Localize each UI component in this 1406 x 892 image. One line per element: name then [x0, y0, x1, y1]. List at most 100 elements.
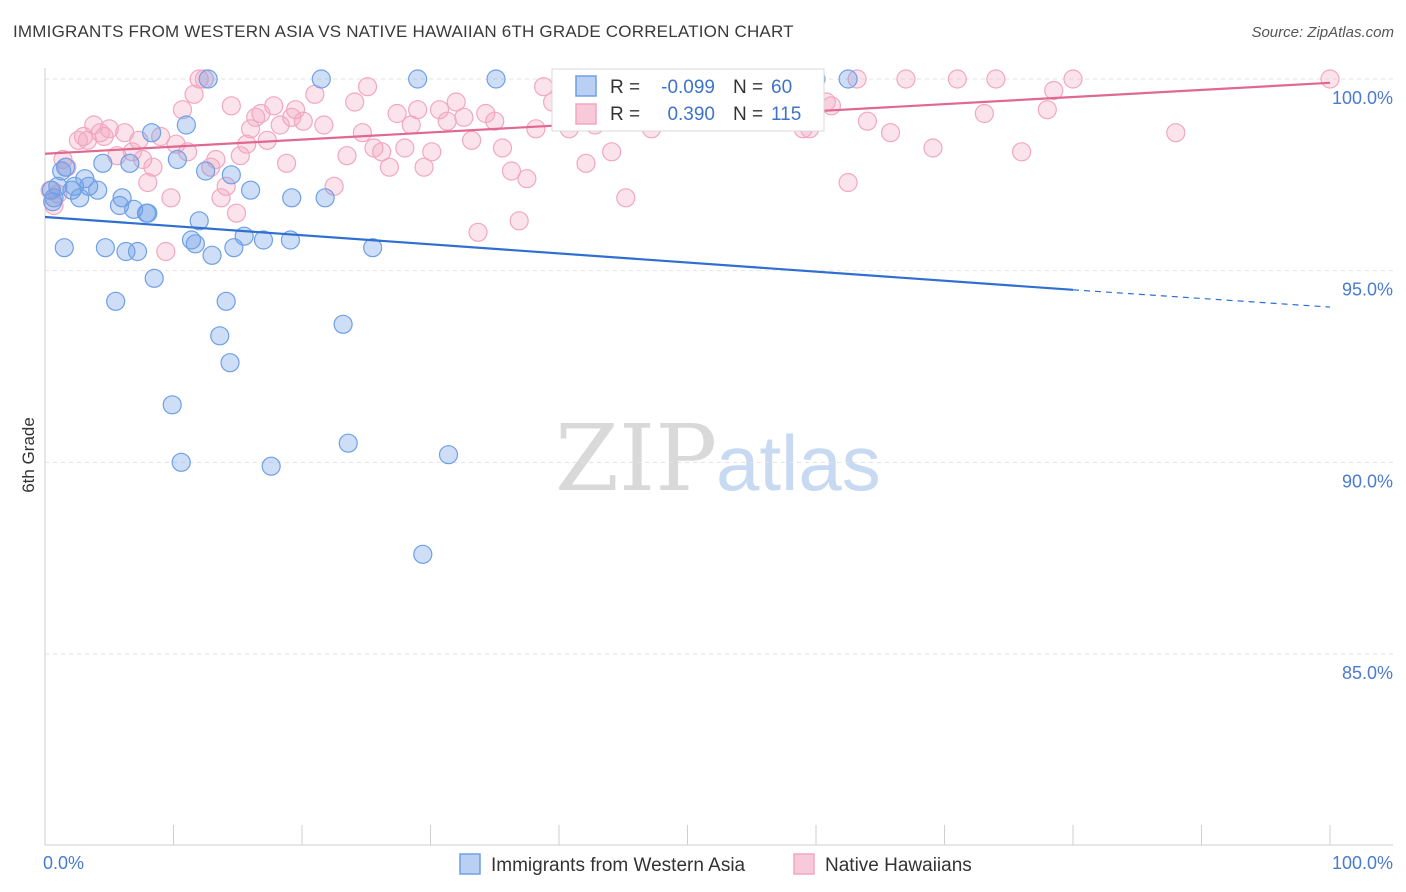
blue-point-57 — [198, 69, 218, 89]
pink-point-60 — [414, 157, 434, 177]
pink-point-102 — [986, 69, 1006, 89]
blue-point-37 — [261, 456, 281, 476]
pink-point-25 — [184, 84, 204, 104]
pink-point-30 — [211, 188, 231, 208]
blue-point-26 — [185, 234, 205, 254]
y-tick-label-0: 100.0% — [1332, 88, 1393, 108]
blue-point-5 — [54, 238, 74, 258]
pink-point-70 — [492, 138, 513, 158]
blue-point-24 — [176, 115, 196, 135]
blue-point-54 — [109, 195, 130, 216]
blue-point-46 — [413, 544, 433, 564]
pink-point-49 — [337, 146, 357, 166]
pink-point-97 — [880, 123, 901, 143]
pink-point-63 — [437, 111, 457, 131]
blue-point-4 — [52, 161, 72, 181]
pink-point-51 — [352, 123, 372, 143]
blue-point-29 — [202, 245, 222, 265]
y-tick-label-1: 95.0% — [1342, 280, 1393, 300]
pink-point-55 — [379, 157, 399, 177]
pink-point-44 — [285, 100, 306, 120]
blue-point-59 — [112, 188, 132, 208]
blue-point-12 — [88, 180, 108, 200]
blue-point-23 — [171, 452, 191, 472]
chart-title: IMMIGRANTS FROM WESTERN ASIA VS NATIVE H… — [13, 22, 794, 41]
blue-point-36 — [253, 230, 274, 250]
y-tick-label-2: 90.0% — [1342, 471, 1393, 491]
blue-point-35 — [241, 180, 261, 200]
pink-point-74 — [526, 119, 546, 139]
bottom-legend: Immigrants from Western Asia Native Hawa… — [459, 853, 972, 876]
pink-point-95 — [838, 172, 858, 193]
blue-point-55 — [136, 203, 157, 223]
pink-point-101 — [974, 103, 994, 124]
blue-point-47 — [438, 445, 459, 465]
pink-point-96 — [857, 111, 878, 131]
pink-point-36 — [241, 119, 261, 139]
watermark-zip: ZIP — [555, 405, 717, 512]
grid-lines — [45, 78, 1393, 655]
pink-point-17 — [138, 172, 158, 193]
legend-r-label-2: R = — [610, 104, 640, 125]
pink-point-61 — [422, 142, 442, 162]
pink-point-31 — [216, 176, 236, 196]
blue-point-53 — [93, 153, 113, 173]
pink-point-84 — [616, 188, 636, 208]
pink-point-98 — [896, 69, 916, 89]
pink-point-62 — [429, 100, 450, 120]
pink-point-104 — [1037, 100, 1057, 120]
blue-point-14 — [106, 291, 126, 311]
blue-point-25 — [181, 230, 202, 250]
pink-point-65 — [454, 107, 474, 127]
y-tick-labels: 100.0% 95.0% 90.0% 85.0% — [1332, 88, 1393, 683]
pink-point-33 — [226, 203, 247, 223]
blue-point-48 — [486, 69, 506, 89]
pink-point-47 — [314, 115, 334, 135]
blue-point-8 — [64, 176, 85, 196]
blue-point-39 — [282, 188, 302, 208]
blue-point-41 — [315, 188, 335, 208]
pink-point-16 — [133, 149, 153, 170]
blue-point-40 — [311, 69, 331, 89]
pink-point-71 — [501, 161, 522, 181]
x-tick-label-left: 0.0% — [43, 853, 84, 873]
legend-r-label-1: R = — [610, 77, 640, 98]
y-axis-title: 6th Grade — [19, 417, 38, 493]
pink-point-22 — [166, 134, 186, 154]
pink-point-14 — [122, 142, 142, 162]
pink-point-80 — [576, 153, 596, 173]
legend-box: R = -0.099 N = 60 R = 0.390 N = 115 — [551, 68, 825, 132]
blue-point-6 — [55, 157, 76, 177]
legend-n-label-2: N = — [733, 104, 763, 125]
blue-point-20 — [144, 268, 164, 288]
legend-swatch-pink — [575, 103, 597, 125]
pink-point-42 — [276, 153, 297, 173]
blue-point-18 — [127, 241, 148, 262]
pink-point-69 — [485, 111, 505, 131]
pink-point-59 — [408, 100, 428, 120]
pink-point-99 — [923, 138, 943, 158]
pink-point-108 — [1320, 69, 1340, 89]
pink-point-20 — [156, 241, 176, 262]
legend-n-value-1: 60 — [771, 77, 792, 98]
pink-point-32 — [221, 96, 241, 116]
pink-point-73 — [517, 169, 537, 189]
bottom-legend-swatch-blue — [459, 853, 481, 875]
source-credit: Source: ZipAtlas.com — [1251, 24, 1394, 41]
blue-point-21 — [162, 395, 182, 415]
bottom-legend-label-2: Native Hawaiians — [825, 855, 972, 876]
pink-point-21 — [161, 188, 181, 208]
blue-point-30 — [210, 326, 230, 346]
pink-point-103 — [1011, 142, 1032, 162]
pink-point-64 — [446, 92, 466, 112]
axes — [44, 68, 1393, 846]
blue-point-22 — [167, 149, 187, 170]
blue-point-44 — [363, 238, 383, 258]
pink-point-41 — [270, 115, 290, 135]
pink-point-83 — [602, 142, 622, 162]
x-tick-label-right: 100.0% — [1332, 853, 1393, 873]
pink-point-23 — [172, 100, 193, 120]
blue-point-13 — [95, 238, 115, 258]
pink-point-57 — [395, 138, 415, 158]
